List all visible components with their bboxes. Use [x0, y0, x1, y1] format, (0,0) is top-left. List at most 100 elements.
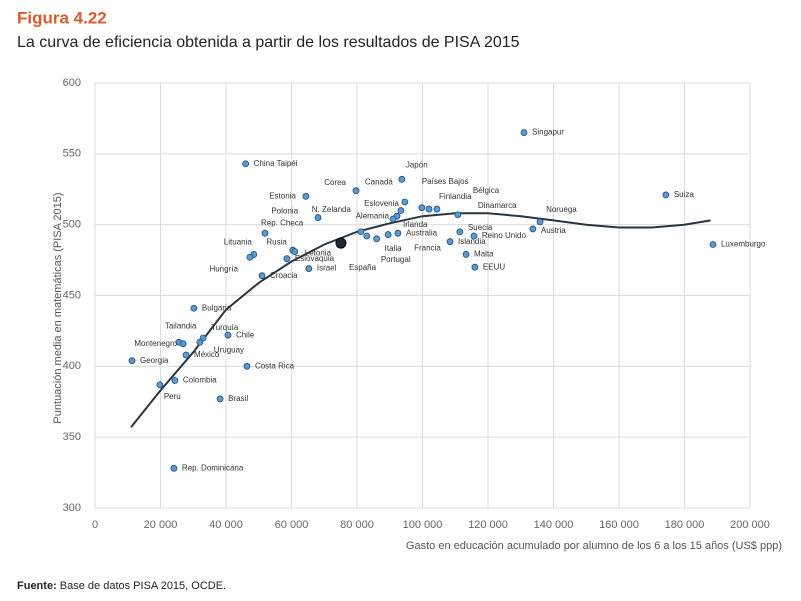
point-label: Hungría	[209, 264, 238, 273]
point-label: Suiza	[674, 190, 695, 199]
data-point	[179, 340, 187, 348]
point-label: Tailandia	[165, 321, 197, 330]
data-point	[389, 215, 397, 223]
data-point	[398, 175, 406, 183]
point-label: Georgia	[140, 356, 169, 365]
source-label: Fuente:	[17, 580, 57, 592]
data-point	[456, 228, 464, 236]
point-label: Rep. Dominicana	[182, 463, 244, 472]
data-point	[384, 231, 392, 238]
point-label: Luxemburgo	[721, 240, 766, 249]
data-point	[662, 191, 670, 199]
point-label: Turquía	[211, 323, 239, 332]
point-label: Irlanda	[403, 220, 428, 229]
x-tick-label: 60 000	[275, 519, 309, 531]
point-label: Corea	[324, 178, 346, 187]
data-point	[302, 192, 310, 200]
data-point	[352, 187, 360, 195]
y-tick-label: 400	[63, 360, 81, 372]
data-point	[243, 362, 251, 370]
point-label: Letonia	[305, 249, 332, 258]
data-point	[433, 205, 441, 213]
y-tick-label: 550	[63, 148, 81, 160]
y-tick-label: 350	[63, 431, 81, 443]
x-axis-label: Gasto en educación acumulado por alumno …	[406, 540, 782, 552]
chart-title: La curva de eficiencia obtenida a partir…	[17, 34, 520, 51]
data-point	[462, 251, 470, 258]
point-label: Canadá	[365, 178, 394, 187]
point-label: Reino Unido	[482, 231, 527, 240]
point-label: Noruega	[546, 205, 577, 214]
x-tick-label: 100 000	[403, 519, 443, 531]
point-label: Uruguay	[214, 345, 244, 354]
x-tick-label: 160 000	[599, 519, 639, 531]
point-label: China Taipéi	[254, 159, 298, 168]
point-label: N. Zelanda	[312, 205, 352, 214]
data-point	[190, 304, 198, 312]
data-point	[357, 228, 365, 236]
data-point	[446, 238, 454, 246]
x-tick-label: 40 000	[209, 519, 243, 531]
point-label: Croacia	[270, 271, 298, 280]
data-point	[314, 214, 322, 221]
x-tick-label: 140 000	[534, 519, 574, 531]
point-label: Australia	[406, 228, 438, 237]
data-point	[425, 205, 433, 213]
point-label: España	[349, 263, 377, 272]
point-label: EEUU	[483, 262, 505, 271]
figure-label: Figura 4.22	[17, 8, 107, 27]
x-tick-label: 180 000	[665, 519, 705, 531]
data-point	[156, 381, 164, 389]
point-label: Brasil	[228, 394, 248, 403]
point-label: Polonia	[271, 207, 298, 216]
data-point	[373, 235, 381, 243]
point-label: Rep. Checa	[261, 218, 304, 227]
x-tick-label: 0	[92, 519, 98, 531]
data-point	[216, 395, 224, 403]
y-tick-label: 300	[63, 502, 81, 514]
point-label: Eslovaquia	[295, 254, 335, 263]
data-point	[471, 263, 479, 271]
point-label: Finlandia	[439, 192, 472, 201]
data-point	[529, 225, 537, 233]
data-point	[454, 211, 462, 219]
data-point	[470, 232, 478, 240]
data-point	[258, 272, 266, 280]
source-text: Base de datos PISA 2015, OCDE.	[60, 580, 226, 592]
data-point	[182, 351, 190, 359]
x-tick-label: 20 000	[144, 519, 178, 531]
point-label: Malta	[474, 250, 494, 259]
data-point	[128, 357, 136, 365]
point-label: Lituania	[224, 238, 253, 247]
data-point	[224, 331, 232, 339]
point-label: Costa Rica	[255, 361, 295, 370]
point-label: Austria	[541, 226, 566, 235]
data-point	[283, 255, 291, 263]
data-point	[196, 338, 204, 346]
data-point	[401, 198, 409, 206]
data-point	[246, 253, 254, 261]
x-tick-label: 200 000	[730, 519, 770, 531]
point-label: Israel	[317, 264, 337, 273]
data-point	[363, 232, 371, 240]
data-point	[171, 377, 179, 384]
point-label: Portugal	[381, 255, 411, 264]
point-label: Peru	[164, 392, 181, 401]
point-label: Bélgica	[473, 186, 500, 195]
data-point	[242, 160, 250, 168]
point-label: Francia	[414, 244, 441, 253]
point-label: Dinamarca	[478, 201, 517, 210]
data-point	[709, 241, 717, 248]
point-label: Colombia	[183, 376, 217, 385]
x-tick-label: 120 000	[468, 519, 508, 531]
y-tick-label: 600	[63, 77, 81, 89]
data-point	[520, 129, 528, 136]
x-tick-label: 80 000	[340, 519, 374, 531]
data-point	[291, 248, 299, 255]
trend-line	[130, 212, 711, 428]
point-label: Suecia	[468, 223, 493, 232]
point-label: Chile	[236, 330, 255, 339]
data-point	[170, 464, 178, 472]
